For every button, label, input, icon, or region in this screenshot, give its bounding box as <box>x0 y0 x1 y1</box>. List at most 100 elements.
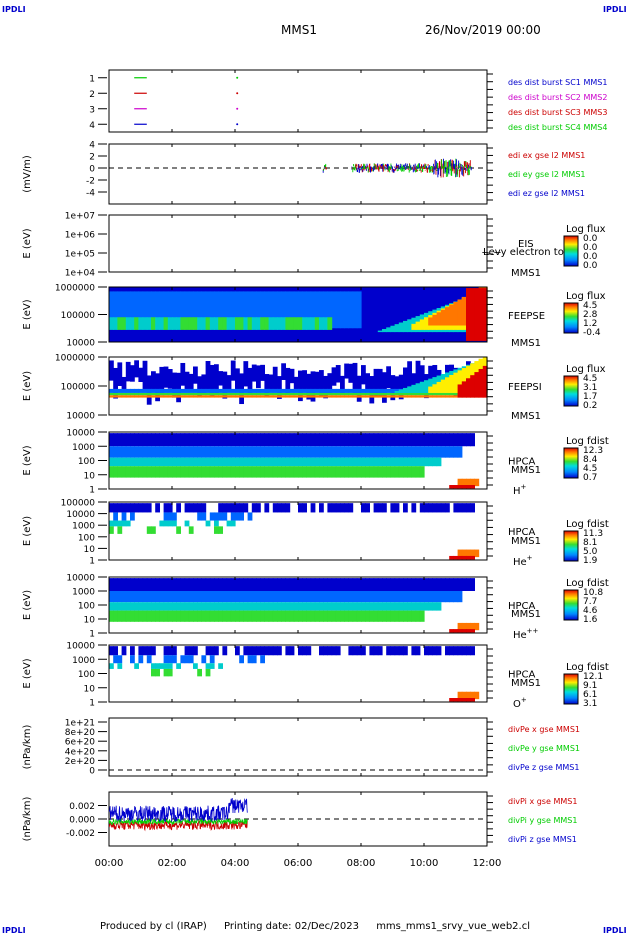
time-tick-label: 02:00 <box>158 858 187 869</box>
hpca-h-cell <box>432 457 438 467</box>
hpca-o-cell <box>117 663 123 669</box>
hpca-h-cell <box>415 433 421 447</box>
hpca-he1-cell <box>209 512 215 521</box>
hpca-o-species-label: O+ <box>513 696 527 710</box>
hpca-h-cell <box>142 446 148 458</box>
hpca-he2-cell <box>348 578 354 591</box>
hpca-o-cell <box>466 646 471 656</box>
hpca-h-cell <box>138 457 144 467</box>
hpca-he2-cell <box>239 591 244 603</box>
hpca-h-cell <box>138 466 144 478</box>
hpca-he2-cell <box>176 602 181 611</box>
footer-filename: mms_mms1_srvy_vue_web2.cl <box>376 921 530 932</box>
hpca-he2-cell <box>403 610 408 622</box>
feeps-i-cell <box>117 388 123 393</box>
hpca-he2-cell <box>377 578 383 591</box>
hpca-he2-cell <box>214 591 219 603</box>
hpca-h-cell <box>155 457 160 467</box>
feeps-i-cell <box>319 388 324 393</box>
feeps-i-cell <box>180 362 186 386</box>
legend-entry: des dist burst SC4 MMS4 <box>508 123 607 132</box>
hpca-o-cell <box>373 646 379 656</box>
hpca-he2-cell <box>344 578 349 591</box>
feeps-i-cell <box>382 392 387 396</box>
feeps-e-cell <box>281 317 286 330</box>
feeps-i-cell <box>394 392 400 396</box>
feeps-i-cell <box>264 374 270 398</box>
hpca-h-cell <box>289 457 295 467</box>
feeps-i-cell <box>365 388 370 393</box>
hpca-he2-cell <box>222 578 228 591</box>
hpca-h-cell <box>306 433 312 447</box>
feeps-i-cell <box>428 386 433 393</box>
hpca-he2-cell <box>352 602 358 611</box>
hpca-he2-cell <box>163 578 169 591</box>
hpca-o-ytick-label: 1000 <box>72 656 95 666</box>
hpca-he2-cell <box>348 610 354 622</box>
hpca-he2-cell <box>230 610 236 622</box>
hpca-he2-cell <box>201 602 207 611</box>
feeps-i-cell <box>134 392 139 396</box>
hpca-he1-cell <box>461 503 467 513</box>
hpca-he2-cell <box>159 578 165 591</box>
hpca-h-cell <box>428 457 433 467</box>
hpca-he1-cell <box>453 503 459 513</box>
hpca-he2-cell <box>344 610 349 622</box>
eis-spacecraft-label: MMS1 <box>511 268 541 279</box>
hpca-he2-cell <box>138 602 144 611</box>
hpca-he2-cell <box>352 578 358 591</box>
hpca-h-cell <box>390 466 396 478</box>
hpca-he2-cell <box>361 610 366 622</box>
feeps-i-cell <box>386 395 391 398</box>
feeps-i-cell <box>314 392 320 396</box>
feeps-i-cell <box>440 379 446 393</box>
feeps-i-cell <box>356 392 362 396</box>
hpca-o-cell <box>113 655 118 664</box>
hpca-h-cell <box>356 466 362 478</box>
hpca-he1-cell <box>394 503 400 513</box>
hpca-he1-cell <box>138 503 144 513</box>
hpca-he2-cell <box>335 578 341 591</box>
hpca-h-cell <box>445 433 450 447</box>
hpca-o-cell <box>121 646 127 656</box>
hpca-he2-cell <box>125 591 131 603</box>
feeps-e-instrument-label: FEEPSE <box>508 311 545 322</box>
hpca-he1-cell <box>214 526 219 534</box>
hpca-o-cell <box>159 663 165 669</box>
hpca-he2-cell <box>268 591 274 603</box>
feeps-i-cell <box>449 392 454 396</box>
hpca-h-cell <box>457 485 463 489</box>
hpca-h-cell <box>415 446 421 458</box>
hpca-he2-cell <box>251 610 257 622</box>
hpca-he2-cell <box>125 602 131 611</box>
hpca-he2-cell <box>235 578 240 591</box>
hpca-he2-cell <box>377 602 383 611</box>
hpca-he2-cell <box>428 578 433 591</box>
hpca-he2-cell <box>272 591 278 603</box>
hpca-h-cell <box>382 446 387 458</box>
feeps-i-cell <box>218 371 223 386</box>
feeps-i-cell <box>403 367 408 395</box>
hpca-he2-cell <box>180 591 186 603</box>
hpca-h-cell <box>268 457 274 467</box>
hpca-h-cell <box>134 457 139 467</box>
hpca-h-cell <box>277 446 282 458</box>
hpca-he2-cell <box>268 602 274 611</box>
feeps-i-cell <box>394 395 400 398</box>
feeps-e-cell <box>285 291 291 329</box>
hpca-h-cell <box>407 446 412 458</box>
hpca-he1-cell <box>256 503 261 513</box>
feeps-e-cell <box>197 291 202 329</box>
hpca-he2-cell <box>184 602 190 611</box>
hpca-h-cell <box>390 457 396 467</box>
hpca-he2-cell <box>251 591 257 603</box>
feeps-i-cell <box>163 388 169 393</box>
hpca-he2-cell <box>319 578 324 591</box>
hpca-he2-cell <box>340 610 345 622</box>
hpca-h-cell <box>201 457 207 467</box>
hpca-he2-cell <box>457 629 463 633</box>
hpca-h-cell <box>159 446 165 458</box>
hpca-he1-colorbar-tick: 8.1 <box>583 538 597 548</box>
feeps-i-cell <box>256 365 261 389</box>
